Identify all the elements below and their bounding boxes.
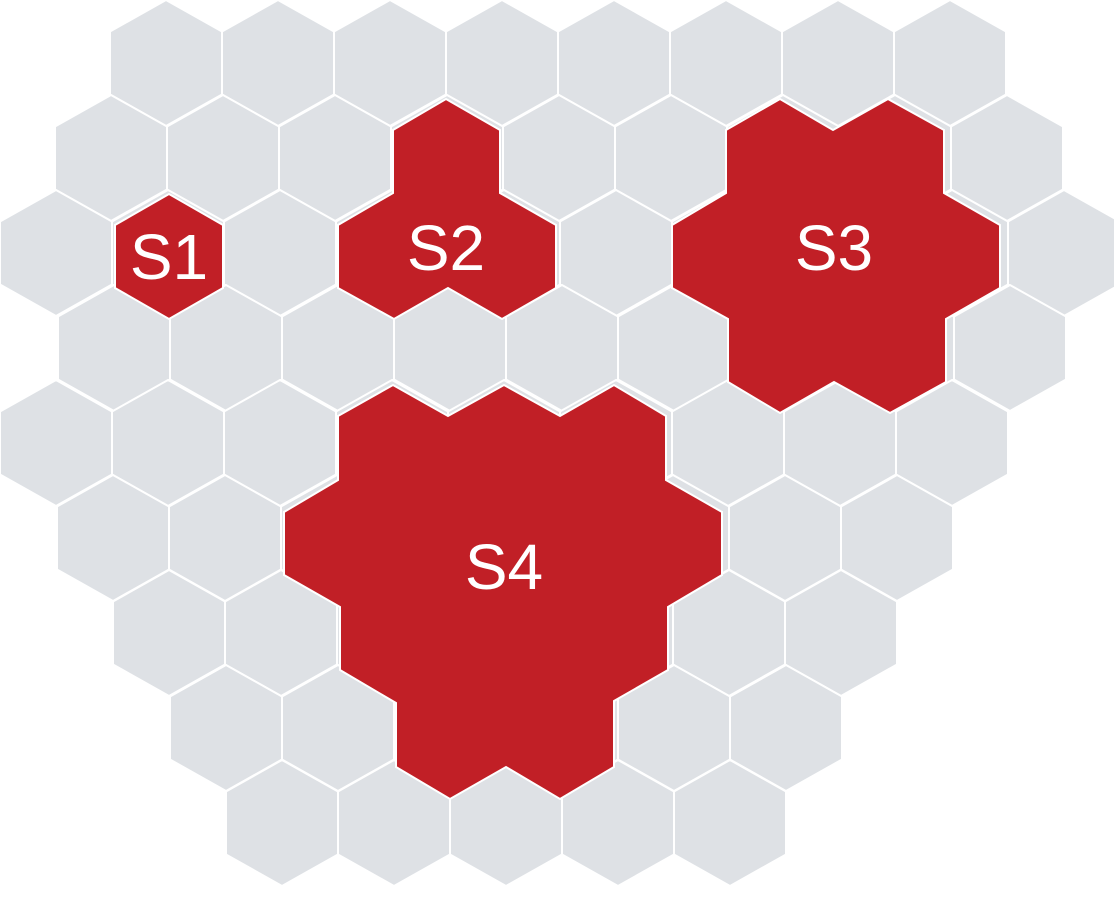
hex-cell [673,758,787,888]
region-s3-label: S3 [795,212,873,284]
region-s1-shape [114,192,224,321]
highlighted-regions [114,97,1001,801]
region-s2-shape [337,97,557,321]
region-s4-label: S4 [465,531,543,603]
region-labels: S1 S2 S3 S4 [130,212,873,603]
hex-cell [953,283,1067,413]
region-s2-label: S2 [407,212,485,284]
region-s4-shape [283,383,723,801]
hex-cell [1007,188,1114,318]
region-s1-label: S1 [130,221,208,293]
region-s3-shape [671,97,1001,415]
